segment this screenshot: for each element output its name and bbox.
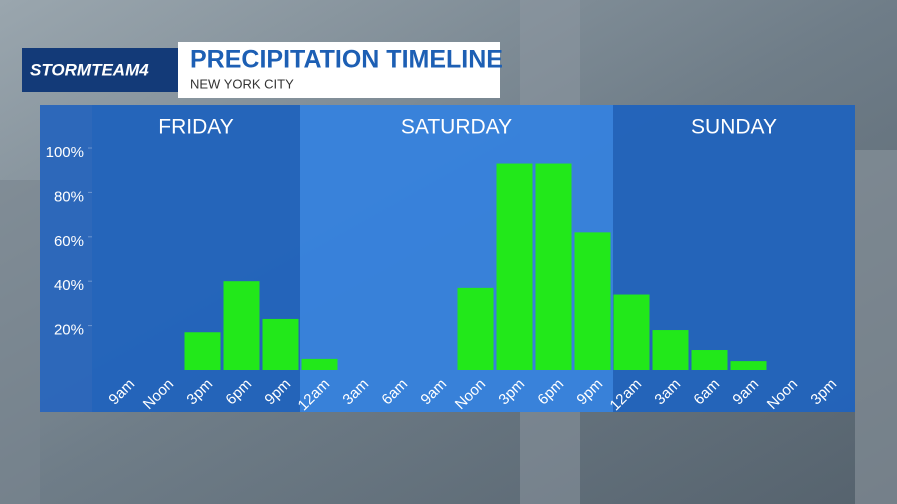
bar (613, 294, 650, 370)
building (855, 150, 897, 504)
day-label: SUNDAY (691, 116, 777, 139)
y-tick-label: 40% (54, 277, 84, 294)
day-label: SATURDAY (401, 116, 512, 139)
y-tick-label: 100% (46, 144, 84, 161)
chart-title: PRECIPITATION TIMELINE (190, 46, 503, 74)
logo-box (22, 48, 178, 92)
chart-subtitle: NEW YORK CITY (190, 76, 294, 91)
building (0, 180, 40, 504)
bar (496, 163, 533, 370)
bar (535, 163, 572, 370)
bar (574, 232, 611, 370)
y-tick-label: 20% (54, 322, 84, 339)
bar (691, 350, 728, 370)
day-label: FRIDAY (158, 116, 233, 139)
logo: STORMTEAM4 (30, 60, 149, 79)
bar (457, 287, 494, 370)
bar (652, 330, 689, 370)
header-box (178, 42, 500, 98)
bar (223, 281, 260, 370)
bar (184, 332, 221, 370)
axis-column (40, 105, 92, 412)
y-tick-label: 80% (54, 188, 84, 205)
y-tick-label: 60% (54, 233, 84, 250)
bar (301, 358, 338, 370)
bar (730, 361, 767, 370)
bar (262, 318, 299, 370)
